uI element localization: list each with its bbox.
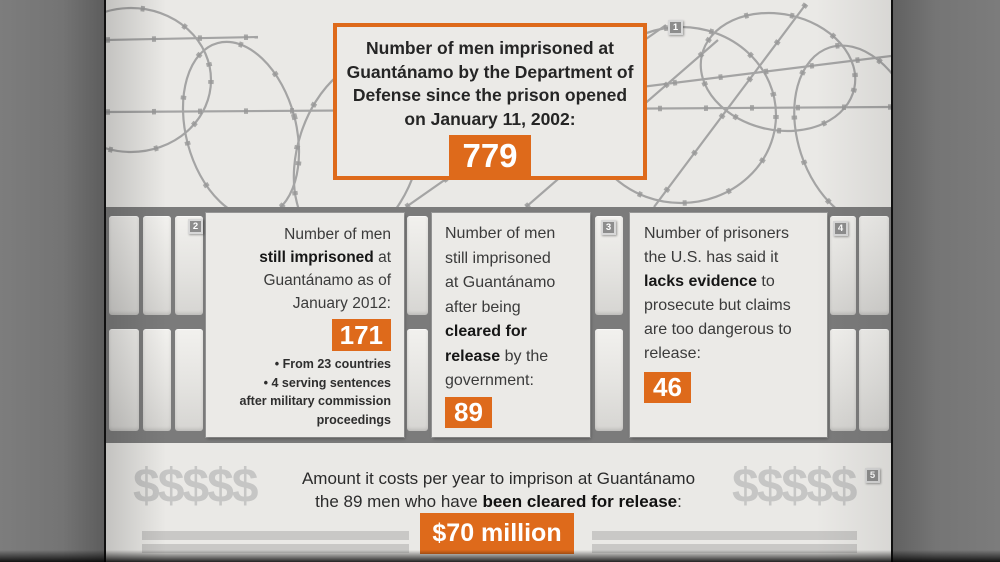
text-segment: Number of prisoners: [644, 225, 789, 242]
stat-value-cleared: 89: [445, 396, 492, 428]
divider-stripe: [592, 544, 857, 553]
prison-bar: [175, 329, 203, 431]
stat-value-still-imprisoned: 171: [331, 319, 391, 351]
footnote-badge-3: 3: [601, 220, 616, 235]
text-segment: Number of men: [284, 226, 391, 243]
stat-value-cost: $70 million: [420, 513, 574, 554]
text-segment: release:: [644, 345, 701, 362]
prison-bar: [407, 216, 428, 315]
fact-text: Number of men imprisoned at Guantánamo b…: [337, 37, 643, 131]
letterbox-left: [0, 0, 104, 562]
text-segment: Defense since the prison opened: [352, 85, 628, 105]
fact-bullets: • From 23 countries • 4 serving sentence…: [219, 355, 391, 429]
text-segment: proceedings: [316, 412, 391, 427]
section-total-imprisoned: Number of men imprisoned at Guantánamo b…: [106, 0, 891, 207]
text-segment: to: [756, 273, 775, 290]
text-segment: by the: [500, 347, 549, 365]
text-segment: Guantánamo by the Department of: [346, 61, 634, 82]
stat-value-total: 779: [449, 135, 531, 176]
fact-card-total-imprisoned: Number of men imprisoned at Guantánamo b…: [333, 23, 647, 180]
fact-card-lacks-evidence: Number of prisoners the U.S. has said it…: [630, 213, 827, 437]
prison-bar: [109, 216, 139, 315]
text-segment: prosecute but claims: [644, 297, 791, 314]
letterbox-right: [893, 0, 1000, 562]
text-segment: still imprisoned: [259, 249, 374, 266]
text-segment: at Guantánamo: [445, 274, 556, 291]
section-prison-bars: Number of men still imprisoned at Guantá…: [106, 207, 891, 443]
text-segment: the U.S. has said it: [644, 249, 779, 266]
text-segment: at: [373, 249, 391, 266]
text-segment: Number of men imprisoned at: [366, 38, 614, 58]
divider-stripe: [142, 531, 409, 540]
footnote-badge-1: 1: [668, 20, 683, 35]
prison-bar: [859, 329, 889, 431]
prison-bar: [143, 216, 171, 315]
text-segment: • From 23 countries: [274, 357, 391, 371]
text-segment: :: [677, 492, 682, 511]
text-segment: Guantánamo as of: [263, 272, 391, 289]
dollar-signs-left-icon: $$$$$: [133, 460, 258, 513]
text-segment: on January 11, 2002:: [404, 108, 576, 129]
fact-card-still-imprisoned: Number of men still imprisoned at Guantá…: [206, 213, 404, 437]
prison-bar: [407, 329, 428, 431]
section-yearly-cost: $$$$$ $$$$$ 5 Amount it costs per year t…: [106, 443, 891, 562]
stat-value-lacks-evidence: 46: [644, 372, 691, 403]
text-segment: release: [445, 347, 501, 365]
text-segment: Amount it costs per year to imprison at …: [301, 469, 696, 488]
footnote-badge-4: 4: [833, 221, 848, 236]
prison-bar: [109, 329, 139, 431]
divider-stripe: [142, 544, 409, 553]
text-segment: are too dangerous to: [644, 321, 792, 338]
text-segment: January 2012:: [292, 295, 391, 312]
text-segment: cleared for: [445, 323, 527, 340]
text-segment: the 89 men who have: [315, 492, 483, 511]
text-segment: • 4 serving sentences: [263, 375, 391, 390]
prison-bar: [859, 216, 889, 315]
text-segment: still imprisoned: [445, 249, 551, 267]
text-segment: Number of men: [445, 225, 556, 242]
prison-bar: [595, 329, 623, 431]
footnote-badge-2: 2: [188, 219, 203, 234]
infographic-content: Number of men imprisoned at Guantánamo b…: [104, 0, 893, 562]
text-segment: after being: [445, 298, 521, 316]
text-segment: government:: [445, 372, 534, 389]
text-segment: lacks evidence: [644, 273, 757, 290]
fact-card-cleared-for-release: Number of men still imprisoned at Guantá…: [432, 213, 590, 437]
text-segment: after military commission: [239, 394, 391, 408]
divider-stripe: [592, 531, 857, 540]
prison-bar: [830, 329, 856, 431]
footnote-badge-5: 5: [865, 468, 880, 483]
text-segment: been cleared for release: [482, 492, 678, 511]
prison-bar: [143, 329, 171, 431]
fact-text-cost: Amount it costs per year to imprison at …: [106, 467, 891, 513]
dollar-signs-right-icon: $$$$$: [732, 460, 857, 513]
